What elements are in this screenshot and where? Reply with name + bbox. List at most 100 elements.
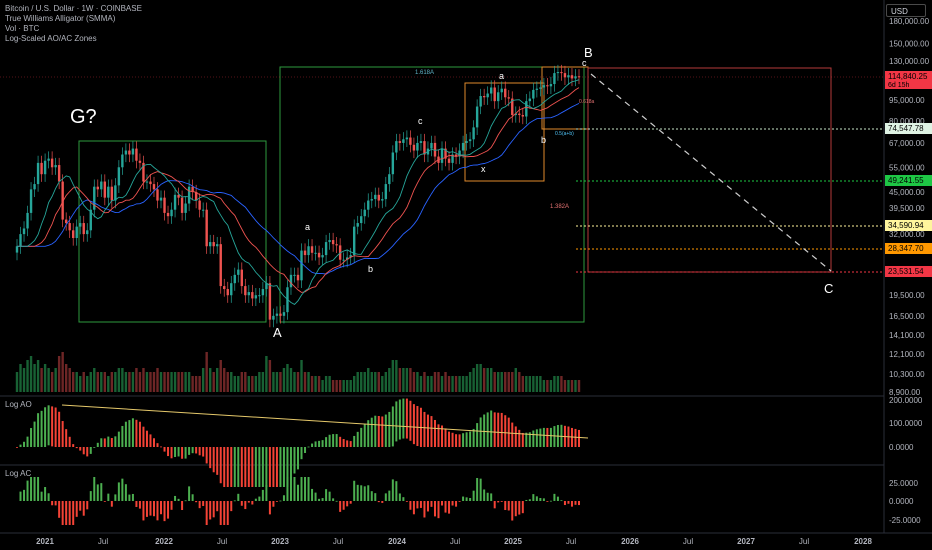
candle-body xyxy=(482,96,486,98)
ao-bar xyxy=(40,410,43,447)
ao-trendline xyxy=(61,404,589,439)
ac-bar xyxy=(258,496,261,501)
ao-bar xyxy=(448,431,451,447)
volume-bar xyxy=(342,380,345,392)
candle-body xyxy=(163,197,166,213)
wave-label: b xyxy=(541,135,546,145)
candle-body xyxy=(121,154,124,168)
price-tick-label: 16,500.00 xyxy=(889,312,925,321)
volume-bar xyxy=(265,356,268,392)
candle-body xyxy=(233,274,236,284)
ao-bar xyxy=(356,431,359,447)
volume-bar xyxy=(72,372,75,392)
volume-bar xyxy=(377,372,380,392)
candle-body xyxy=(82,223,85,235)
ao-bar xyxy=(374,415,377,447)
volume-bar xyxy=(567,380,570,392)
time-axis-label: Jul xyxy=(333,537,343,546)
ac-bar xyxy=(437,501,440,519)
ao-bar xyxy=(493,412,496,447)
candle-body xyxy=(321,255,324,258)
candle-body xyxy=(314,252,317,254)
candle-body xyxy=(381,199,384,201)
ac-bar xyxy=(462,496,465,501)
ac-bar xyxy=(528,499,531,501)
candle-body xyxy=(577,76,581,78)
ac-bar xyxy=(311,488,314,501)
volume-bar xyxy=(440,376,444,392)
volume-bar xyxy=(47,368,50,392)
ac-bar xyxy=(114,494,117,501)
volume-bar xyxy=(349,380,352,392)
ac-bar xyxy=(170,501,173,510)
candle-body xyxy=(511,98,514,116)
ao-bar xyxy=(423,411,426,447)
volume-bar xyxy=(124,372,128,392)
volume-bar xyxy=(180,372,184,392)
volume-bar xyxy=(451,376,454,392)
fib-label: 1.618A xyxy=(415,70,434,76)
ac-bar xyxy=(483,489,486,501)
ac-bar xyxy=(212,501,215,518)
candle-body xyxy=(560,72,563,74)
ac-bar xyxy=(535,496,538,501)
volume-bar xyxy=(36,360,40,392)
chart-legend: Bitcoin / U.S. Dollar · 1W · COINBASE Tr… xyxy=(5,4,142,44)
ao-bar xyxy=(469,431,472,447)
ac-bar xyxy=(497,501,500,503)
ac-bar xyxy=(282,495,285,501)
ao-bar xyxy=(184,447,187,459)
ac-bar xyxy=(61,501,64,525)
candle-body xyxy=(191,186,194,193)
ao-bar xyxy=(388,411,391,447)
ac-bar xyxy=(40,491,43,501)
volume-bar xyxy=(511,372,514,392)
volume-bar xyxy=(138,372,142,392)
candle-body xyxy=(514,113,517,116)
ac-bar xyxy=(367,485,370,501)
ao-bar xyxy=(145,430,148,447)
ao-bar xyxy=(451,432,454,447)
wave-label: a xyxy=(499,71,504,81)
ac-bar xyxy=(152,501,155,517)
candle-body xyxy=(64,219,68,224)
currency-selector[interactable]: USD xyxy=(886,4,926,17)
candle-body xyxy=(539,87,542,89)
ac-bar xyxy=(275,501,278,502)
ao-bar xyxy=(500,412,503,447)
volume-bar xyxy=(177,372,180,392)
volume-bar xyxy=(409,368,412,392)
volume-bar xyxy=(549,380,553,392)
candle-body xyxy=(135,148,138,161)
volume-bar xyxy=(152,372,156,392)
ac-bar xyxy=(230,501,233,512)
candle-body xyxy=(226,289,229,296)
candle-body xyxy=(360,216,363,224)
candle-body xyxy=(574,76,577,79)
candle-body xyxy=(468,139,472,142)
ao-bar xyxy=(44,407,47,447)
ac-bar xyxy=(23,489,26,501)
ao-bar xyxy=(51,406,54,447)
ao-bar xyxy=(16,447,18,448)
ac-bar xyxy=(307,477,310,501)
ac-bar xyxy=(72,501,75,525)
volume-bar xyxy=(328,376,331,392)
candle-body xyxy=(159,197,163,201)
candle-body xyxy=(493,87,496,102)
ao-bar xyxy=(514,426,517,447)
candle-body xyxy=(500,88,503,93)
candle-body xyxy=(504,88,507,98)
price-badge xyxy=(885,71,932,89)
ao-bar xyxy=(507,417,510,447)
indicator-alligator: True Williams Alligator (SMMA) xyxy=(5,14,116,23)
candle-body xyxy=(208,242,212,247)
volume-bar xyxy=(412,372,416,392)
ao-bar xyxy=(412,404,415,445)
ao-bar xyxy=(202,447,205,457)
ao-bar xyxy=(402,398,405,439)
ao-bar xyxy=(465,432,468,447)
ao-bar xyxy=(82,447,85,455)
volume-bar xyxy=(497,372,500,392)
